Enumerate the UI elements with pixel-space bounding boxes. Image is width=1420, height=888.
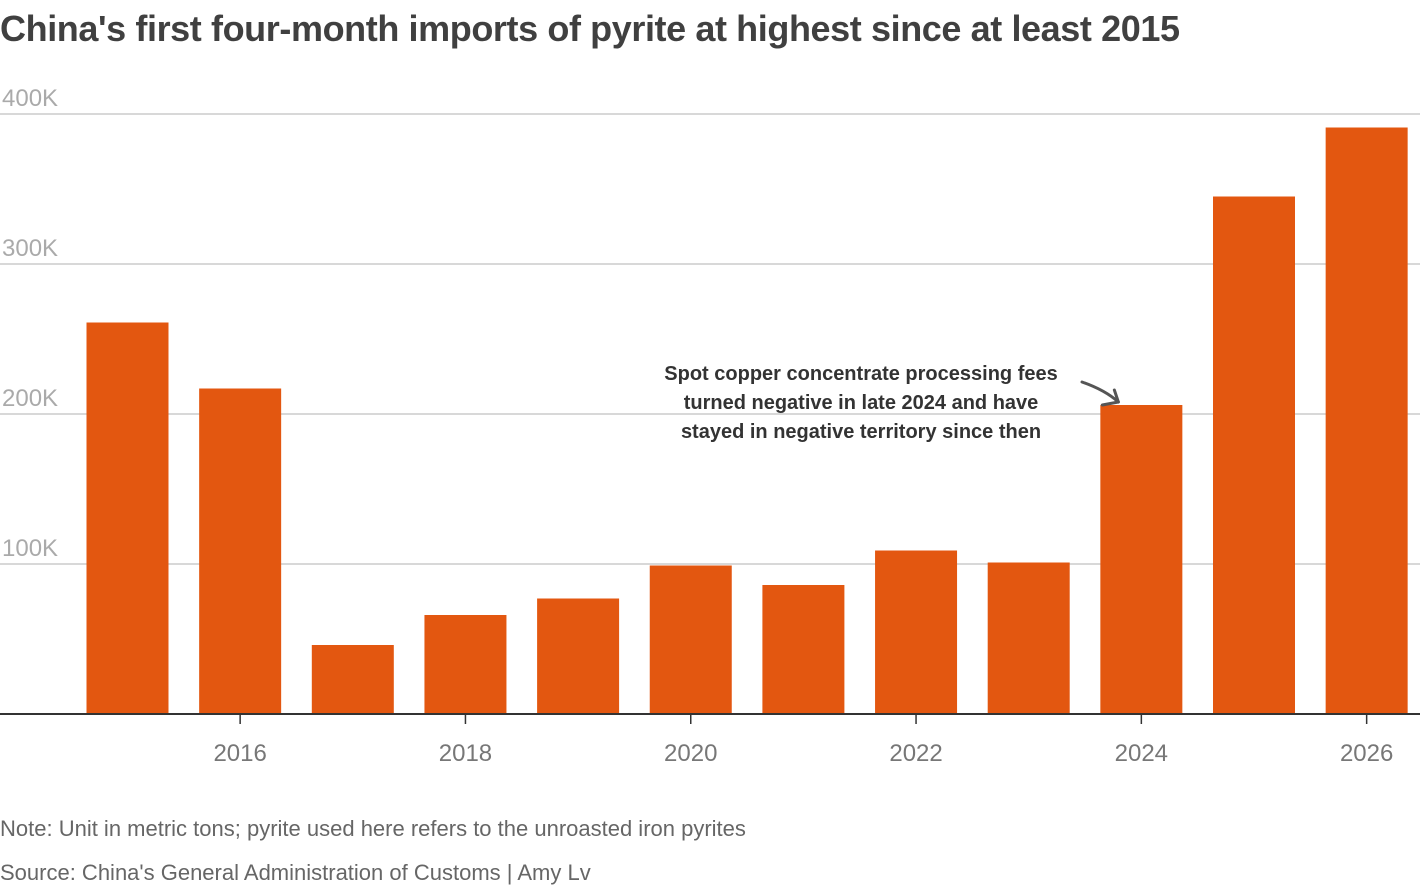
bar-2017: [311, 645, 394, 714]
chart-note: Note: Unit in metric tons; pyrite used h…: [0, 816, 746, 841]
bar-2022: [875, 550, 958, 714]
y-tick-label: 300K: [2, 235, 58, 262]
chart-title: China's first four-month imports of pyri…: [0, 8, 1180, 49]
bar-2020: [649, 565, 732, 714]
annotation: Spot copper concentrate processing fees t…: [664, 363, 1120, 443]
x-tick-label: 2026: [1340, 740, 1393, 767]
bar-2015: [86, 322, 169, 714]
chart-source: Source: China's General Administration o…: [0, 860, 591, 885]
x-tick-label: 2016: [213, 740, 266, 767]
annotation-line-2: stayed in negative territory since then: [681, 421, 1041, 443]
annotation-arrowhead: [1100, 388, 1120, 407]
bars: [86, 127, 1408, 714]
bar-2026: [1325, 127, 1408, 714]
annotation-line-0: Spot copper concentrate processing fees: [664, 363, 1057, 385]
x-axis-ticks: 2016 2018 2020 2022 2024 2026: [213, 714, 1393, 767]
y-axis-tick-labels: 100K 200K 300K 400K: [2, 85, 58, 562]
bar-2023: [987, 562, 1070, 714]
bar-2018: [424, 615, 507, 714]
x-tick-label: 2022: [889, 740, 942, 767]
x-tick-label: 2018: [439, 740, 492, 767]
bar-2016: [199, 388, 282, 714]
bar-2019: [537, 598, 620, 714]
y-tick-label: 100K: [2, 535, 58, 562]
x-tick-label: 2020: [664, 740, 717, 767]
bar-chart: 100K 200K 300K 400K 2016 2018 2020 2022 2024 202…: [0, 85, 1420, 767]
annotation-line-1: turned negative in late 2024 and have: [684, 392, 1039, 414]
bar-2021: [762, 585, 845, 714]
bar-2025: [1213, 196, 1295, 714]
y-tick-label: 400K: [2, 85, 58, 112]
y-tick-label: 200K: [2, 385, 58, 412]
bar-2024: [1100, 405, 1183, 714]
annotation-arrow: [1080, 380, 1120, 404]
x-tick-label: 2024: [1115, 740, 1168, 767]
